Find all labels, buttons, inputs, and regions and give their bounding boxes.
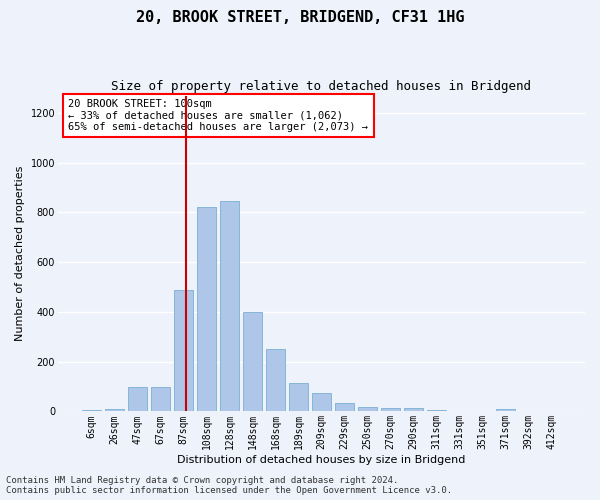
- Bar: [449, 410, 469, 412]
- Bar: [542, 410, 561, 412]
- Bar: [197, 208, 217, 412]
- Text: 20, BROOK STREET, BRIDGEND, CF31 1HG: 20, BROOK STREET, BRIDGEND, CF31 1HG: [136, 10, 464, 25]
- Bar: [289, 384, 308, 411]
- Text: 20 BROOK STREET: 100sqm
← 33% of detached houses are smaller (1,062)
65% of semi: 20 BROOK STREET: 100sqm ← 33% of detache…: [68, 98, 368, 132]
- X-axis label: Distribution of detached houses by size in Bridgend: Distribution of detached houses by size …: [177, 455, 466, 465]
- Y-axis label: Number of detached properties: Number of detached properties: [15, 166, 25, 341]
- Bar: [335, 402, 354, 411]
- Bar: [243, 312, 262, 412]
- Bar: [82, 410, 101, 412]
- Bar: [358, 407, 377, 412]
- Bar: [266, 349, 285, 412]
- Bar: [380, 408, 400, 412]
- Bar: [404, 408, 423, 412]
- Title: Size of property relative to detached houses in Bridgend: Size of property relative to detached ho…: [112, 80, 532, 93]
- Bar: [496, 409, 515, 412]
- Bar: [427, 410, 446, 412]
- Bar: [220, 200, 239, 412]
- Bar: [128, 386, 148, 411]
- Bar: [518, 410, 538, 412]
- Bar: [105, 409, 124, 412]
- Bar: [473, 410, 492, 412]
- Bar: [174, 290, 193, 412]
- Bar: [312, 393, 331, 411]
- Text: Contains HM Land Registry data © Crown copyright and database right 2024.
Contai: Contains HM Land Registry data © Crown c…: [6, 476, 452, 495]
- Bar: [151, 386, 170, 411]
